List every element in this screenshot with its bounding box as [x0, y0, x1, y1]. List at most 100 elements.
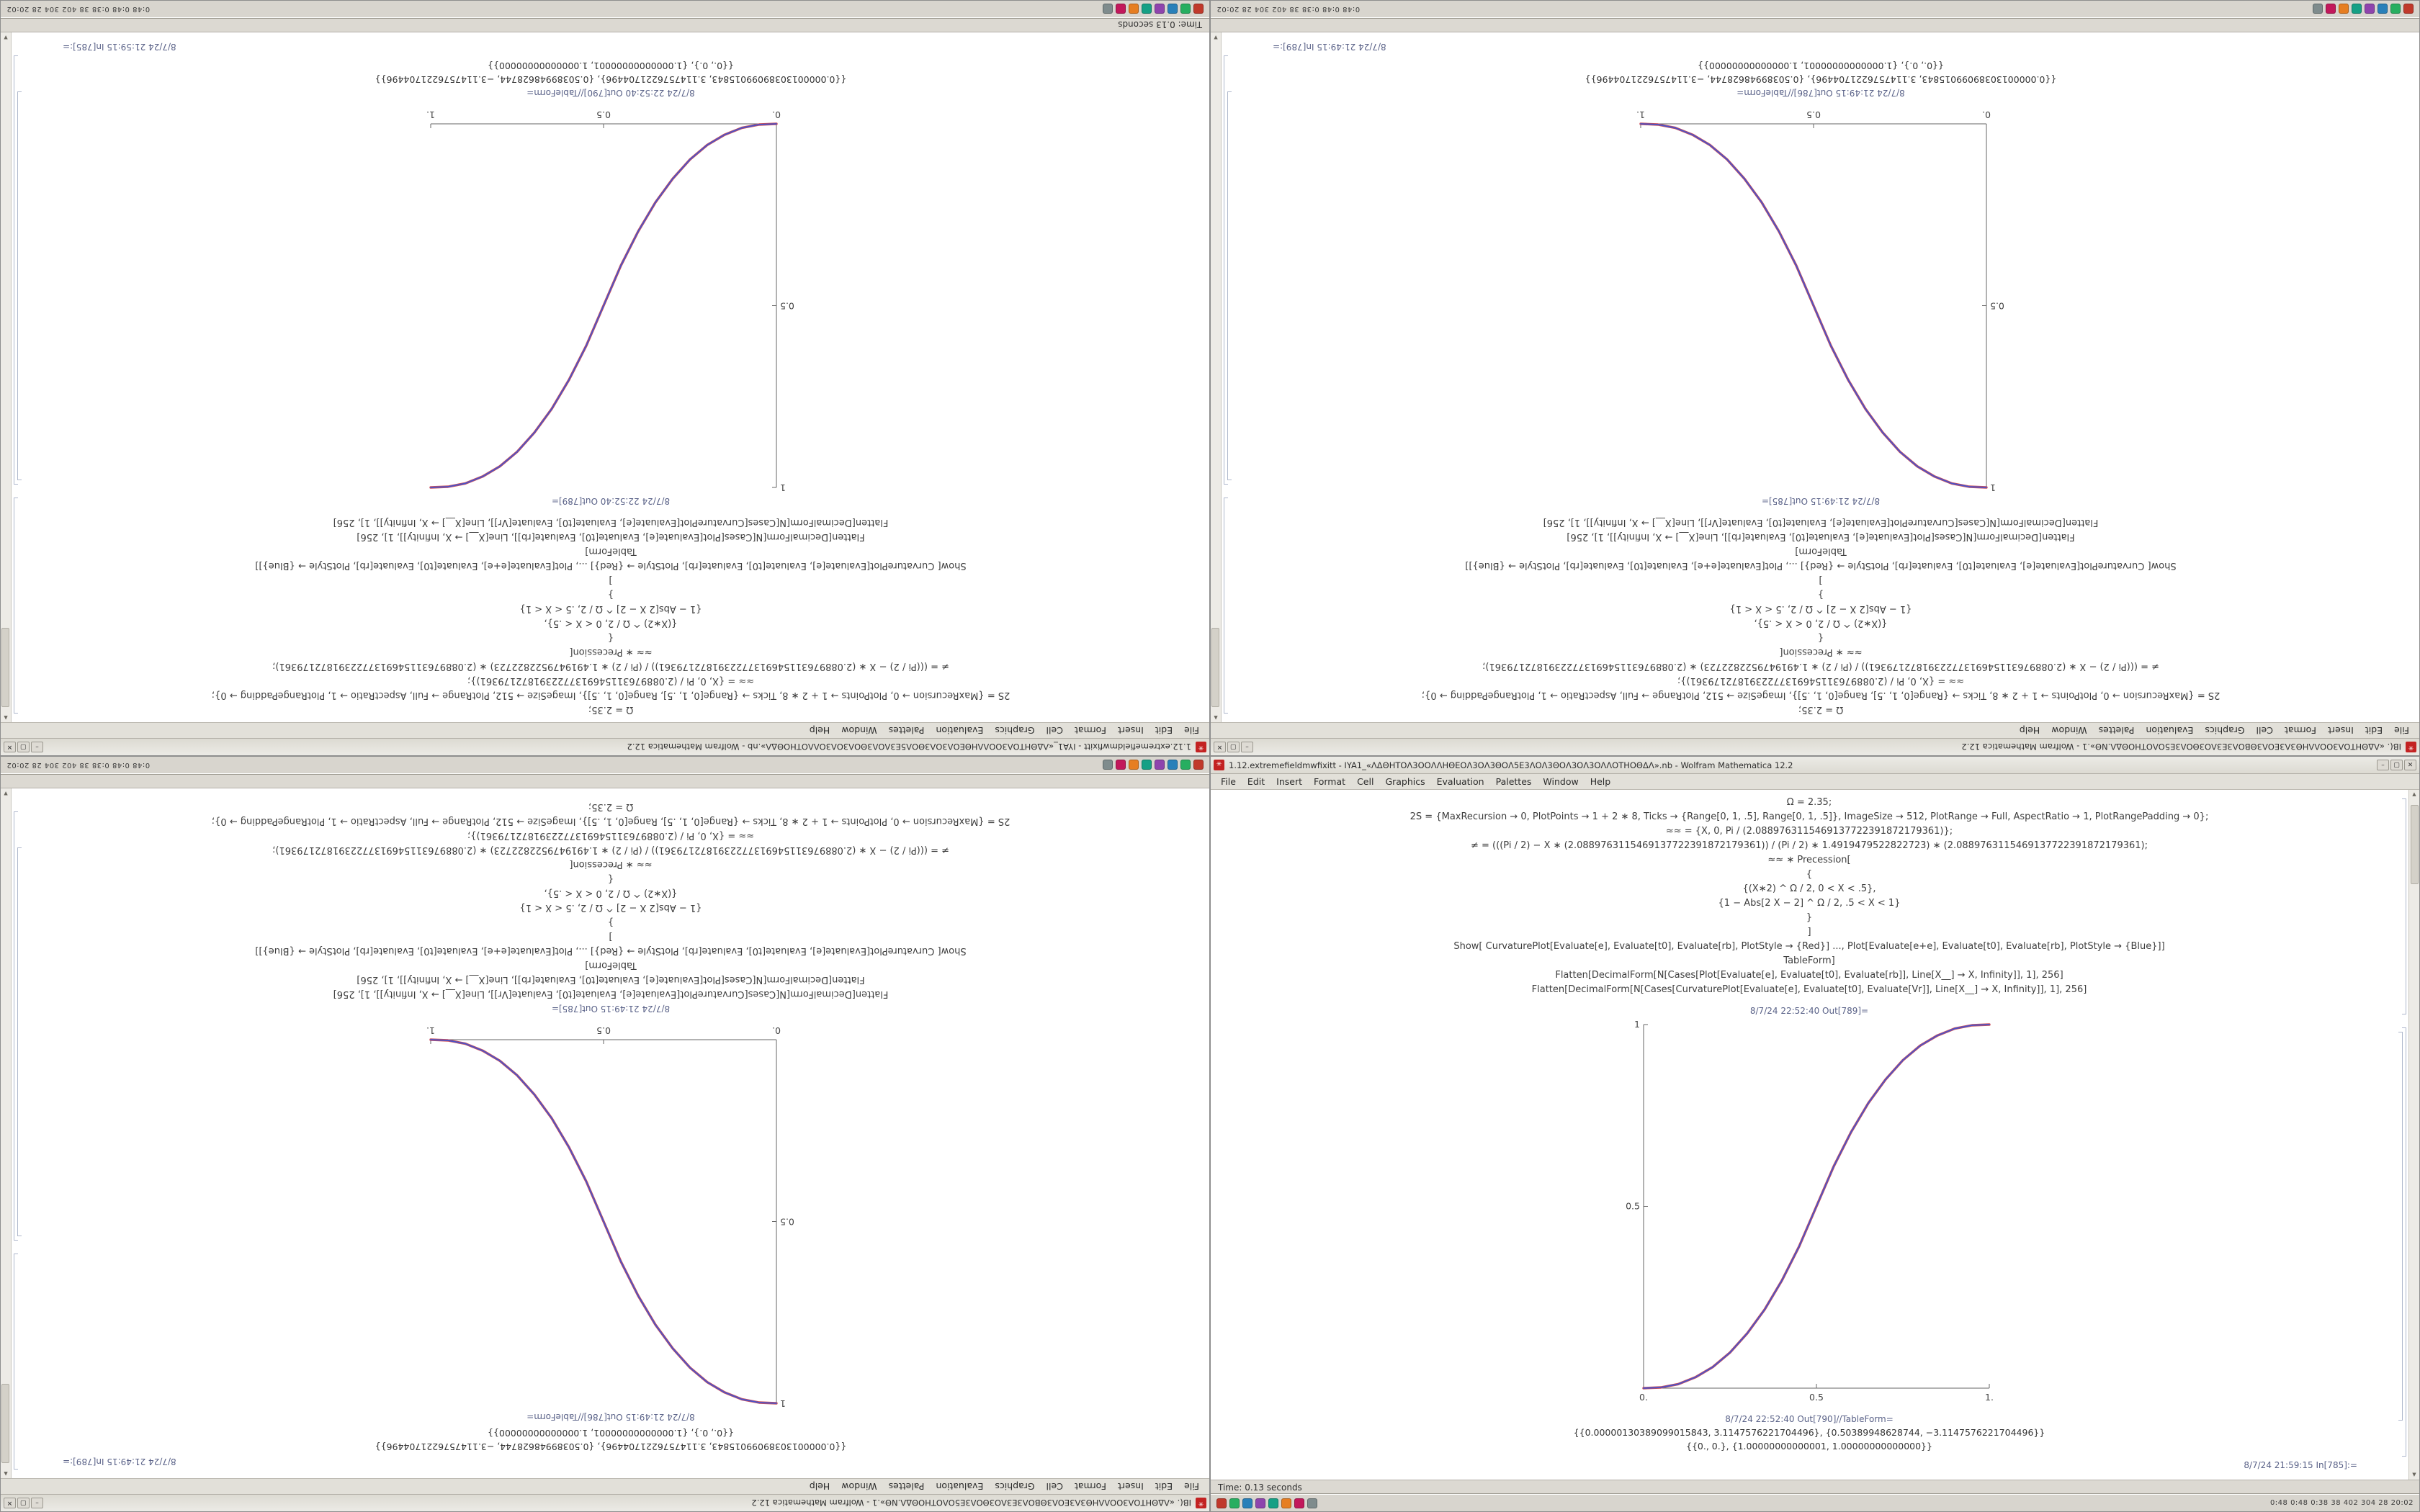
- menu-item[interactable]: Graphics: [2205, 725, 2245, 736]
- close-button[interactable]: ✕: [1214, 742, 1226, 752]
- taskbar-app-icon[interactable]: [1129, 760, 1139, 770]
- taskbar-app-icon[interactable]: [1142, 760, 1152, 770]
- scrollbar-thumb[interactable]: [1211, 628, 1220, 707]
- taskbar-app-icon[interactable]: [1268, 1498, 1278, 1508]
- menu-item[interactable]: Help: [809, 1481, 830, 1492]
- taskbar-app-icon[interactable]: [1229, 1498, 1240, 1508]
- taskbar-app-icon[interactable]: [1193, 4, 1204, 14]
- menu-item[interactable]: Help: [2019, 725, 2040, 736]
- menu-item[interactable]: Graphics: [1385, 776, 1425, 787]
- scrollbar-thumb[interactable]: [1, 1384, 10, 1463]
- menu-item[interactable]: Window: [2051, 725, 2087, 736]
- menu-item[interactable]: Window: [841, 725, 877, 736]
- close-button[interactable]: ✕: [4, 742, 16, 752]
- taskbar-app-icon[interactable]: [2390, 4, 2401, 14]
- taskbar-app-icon[interactable]: [1142, 4, 1152, 14]
- scrollbar-thumb[interactable]: [2410, 805, 2419, 884]
- menu-item[interactable]: Evaluation: [936, 725, 984, 736]
- notebook-area[interactable]: Ω = 2.35; 2S = {MaxRecursion → 0, PlotPoi…: [1, 32, 1209, 722]
- menu-item[interactable]: Edit: [2365, 725, 2383, 736]
- input-cell-code[interactable]: Flatten[DecimalForm[N[Cases[CurvaturePlo…: [212, 799, 1010, 1001]
- taskbar-app-icon[interactable]: [2313, 4, 2323, 14]
- taskbar-app-icon[interactable]: [1216, 1498, 1227, 1508]
- taskbar-app-icon[interactable]: [2378, 4, 2388, 14]
- close-button[interactable]: ✕: [4, 1498, 16, 1508]
- vertical-scrollbar[interactable]: ▲ ▼: [1, 788, 12, 1478]
- scroll-down-arrow[interactable]: ▼: [1214, 35, 1218, 40]
- menu-item[interactable]: File: [1221, 776, 1236, 787]
- scrollbar-thumb[interactable]: [1, 628, 10, 707]
- notebook-area[interactable]: 8/7/24 21:49:15 In[789]:= {{0.0000013038…: [1, 788, 1209, 1478]
- menu-item[interactable]: File: [2394, 725, 2409, 736]
- scroll-up-arrow[interactable]: ▲: [4, 1471, 8, 1477]
- scroll-up-arrow[interactable]: ▲: [1214, 715, 1218, 721]
- close-button[interactable]: ✕: [2404, 760, 2416, 770]
- taskbar-app-icon[interactable]: [1281, 1498, 1291, 1508]
- menu-item[interactable]: Edit: [1247, 776, 1265, 787]
- scroll-up-arrow[interactable]: ▲: [2412, 791, 2416, 797]
- minimize-button[interactable]: –: [31, 1498, 43, 1508]
- menu-item[interactable]: Insert: [1118, 725, 1144, 736]
- maximize-button[interactable]: ▢: [17, 1498, 30, 1508]
- taskbar-app-icon[interactable]: [1307, 1498, 1317, 1508]
- menu-item[interactable]: Insert: [2328, 725, 2354, 736]
- minimize-button[interactable]: –: [1241, 742, 1253, 752]
- menu-item[interactable]: Evaluation: [936, 1481, 984, 1492]
- taskbar-app-icon[interactable]: [2339, 4, 2349, 14]
- scroll-down-arrow[interactable]: ▼: [2412, 1472, 2416, 1477]
- taskbar-app-icon[interactable]: [1155, 760, 1165, 770]
- maximize-button[interactable]: ▢: [17, 742, 30, 752]
- minimize-button[interactable]: –: [2377, 760, 2389, 770]
- menu-item[interactable]: File: [1184, 1481, 1199, 1492]
- minimize-button[interactable]: –: [31, 742, 43, 752]
- taskbar-app-icon[interactable]: [1103, 4, 1113, 14]
- input-cell-code[interactable]: Ω = 2.35; 2S = {MaxRecursion → 0, PlotPoi…: [1422, 515, 2220, 716]
- menu-item[interactable]: Format: [1314, 776, 1346, 787]
- input-cell-code[interactable]: Ω = 2.35; 2S = {MaxRecursion → 0, PlotPoi…: [212, 515, 1010, 716]
- menu-item[interactable]: Evaluation: [2146, 725, 2194, 736]
- window-titlebar[interactable]: ✳ 1.12.extremefieldmwfixitt - IYA1_«ΛΔΘΗ…: [1, 738, 1209, 755]
- taskbar-app-icon[interactable]: [1180, 760, 1191, 770]
- taskbar-app-icon[interactable]: [2403, 4, 2414, 14]
- notebook-area[interactable]: Ω = 2.35; 2S = {MaxRecursion → 0, PlotPoi…: [1211, 790, 2419, 1480]
- menu-item[interactable]: Format: [2284, 725, 2316, 736]
- taskbar-app-icon[interactable]: [1116, 760, 1126, 770]
- menu-item[interactable]: Palettes: [2098, 725, 2135, 736]
- taskbar-app-icon[interactable]: [1193, 760, 1204, 770]
- maximize-button[interactable]: ▢: [1227, 742, 1240, 752]
- taskbar-app-icon[interactable]: [1242, 1498, 1252, 1508]
- menu-item[interactable]: Insert: [1118, 1481, 1144, 1492]
- taskbar-app-icon[interactable]: [1168, 4, 1178, 14]
- menu-item[interactable]: Cell: [1046, 1481, 1063, 1492]
- taskbar-app-icon[interactable]: [2365, 4, 2375, 14]
- scroll-down-arrow[interactable]: ▼: [4, 791, 8, 796]
- menu-item[interactable]: Edit: [1155, 1481, 1173, 1492]
- menu-item[interactable]: Cell: [1046, 725, 1063, 736]
- menu-item[interactable]: File: [1184, 725, 1199, 736]
- window-titlebar[interactable]: ✳ IB(. «ΛΔΘΗΤΟΛ3ΟΟΛΛΗΘ3Λ3ΕΟΛ3ΘΒΟΛ3Ε3ΛΟ3Θ…: [1211, 738, 2419, 755]
- menu-item[interactable]: Help: [1590, 776, 1611, 787]
- taskbar-app-icon[interactable]: [1255, 1498, 1265, 1508]
- window-titlebar[interactable]: ✳ IB(. «ΛΔΘΗΤΟΛ3ΟΟΛΛΗΘ3Λ3ΕΟΛ3ΘΒΟΛ3Ε3ΛΟ3Θ…: [1, 1494, 1209, 1511]
- window-titlebar[interactable]: ✳ 1.12.extremefieldmwfixitt - IYA1_«ΛΔΘΗ…: [1211, 757, 2419, 774]
- input-cell-code[interactable]: Ω = 2.35; 2S = {MaxRecursion → 0, PlotPoi…: [1410, 796, 2209, 997]
- scroll-down-arrow[interactable]: ▼: [4, 35, 8, 40]
- taskbar-app-icon[interactable]: [2326, 4, 2336, 14]
- menu-item[interactable]: Format: [1074, 1481, 1106, 1492]
- taskbar-app-icon[interactable]: [1155, 4, 1165, 14]
- menu-item[interactable]: Help: [809, 725, 830, 736]
- taskbar-app-icon[interactable]: [2352, 4, 2362, 14]
- taskbar-app-icon[interactable]: [1180, 4, 1191, 14]
- taskbar-app-icon[interactable]: [1294, 1498, 1304, 1508]
- vertical-scrollbar[interactable]: ▲ ▼: [1211, 32, 1222, 722]
- vertical-scrollbar[interactable]: ▲ ▼: [2408, 790, 2419, 1480]
- menu-item[interactable]: Insert: [1276, 776, 1302, 787]
- menu-item[interactable]: Window: [841, 1481, 877, 1492]
- taskbar-app-icon[interactable]: [1129, 4, 1139, 14]
- menu-item[interactable]: Cell: [1357, 776, 1374, 787]
- taskbar-app-icon[interactable]: [1168, 760, 1178, 770]
- menu-item[interactable]: Cell: [2256, 725, 2273, 736]
- menu-item[interactable]: Palettes: [888, 725, 925, 736]
- menu-item[interactable]: Window: [1543, 776, 1579, 787]
- menu-item[interactable]: Edit: [1155, 725, 1173, 736]
